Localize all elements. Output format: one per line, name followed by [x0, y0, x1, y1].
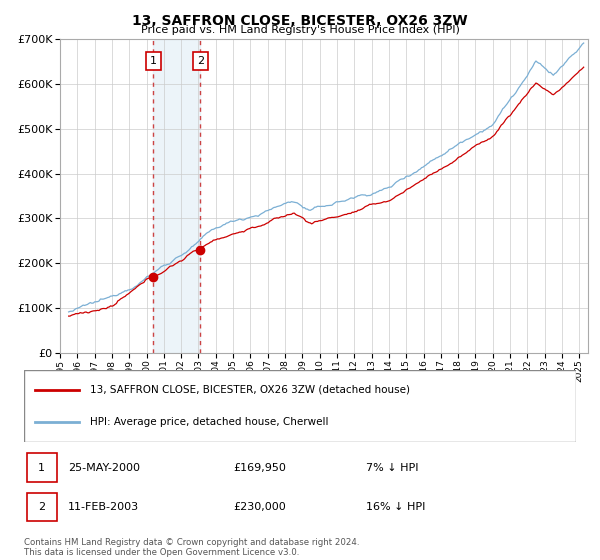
Bar — [154, 39, 200, 353]
Text: 2: 2 — [197, 56, 204, 66]
FancyBboxPatch shape — [27, 454, 57, 482]
Text: 13, SAFFRON CLOSE, BICESTER, OX26 3ZW (detached house): 13, SAFFRON CLOSE, BICESTER, OX26 3ZW (d… — [90, 385, 410, 395]
Text: 11-FEB-2003: 11-FEB-2003 — [68, 502, 139, 512]
Text: 25-MAY-2000: 25-MAY-2000 — [68, 463, 140, 473]
Text: 1: 1 — [150, 56, 157, 66]
Text: Price paid vs. HM Land Registry's House Price Index (HPI): Price paid vs. HM Land Registry's House … — [140, 25, 460, 35]
Text: HPI: Average price, detached house, Cherwell: HPI: Average price, detached house, Cher… — [90, 417, 329, 427]
Text: 16% ↓ HPI: 16% ↓ HPI — [366, 502, 425, 512]
FancyBboxPatch shape — [27, 493, 57, 521]
Text: £169,950: £169,950 — [234, 463, 287, 473]
Text: 7% ↓ HPI: 7% ↓ HPI — [366, 463, 419, 473]
Text: £230,000: £230,000 — [234, 502, 287, 512]
Text: 1: 1 — [38, 463, 45, 473]
FancyBboxPatch shape — [24, 370, 576, 442]
Text: 2: 2 — [38, 502, 45, 512]
Text: Contains HM Land Registry data © Crown copyright and database right 2024.
This d: Contains HM Land Registry data © Crown c… — [24, 538, 359, 557]
Text: 13, SAFFRON CLOSE, BICESTER, OX26 3ZW: 13, SAFFRON CLOSE, BICESTER, OX26 3ZW — [132, 14, 468, 28]
